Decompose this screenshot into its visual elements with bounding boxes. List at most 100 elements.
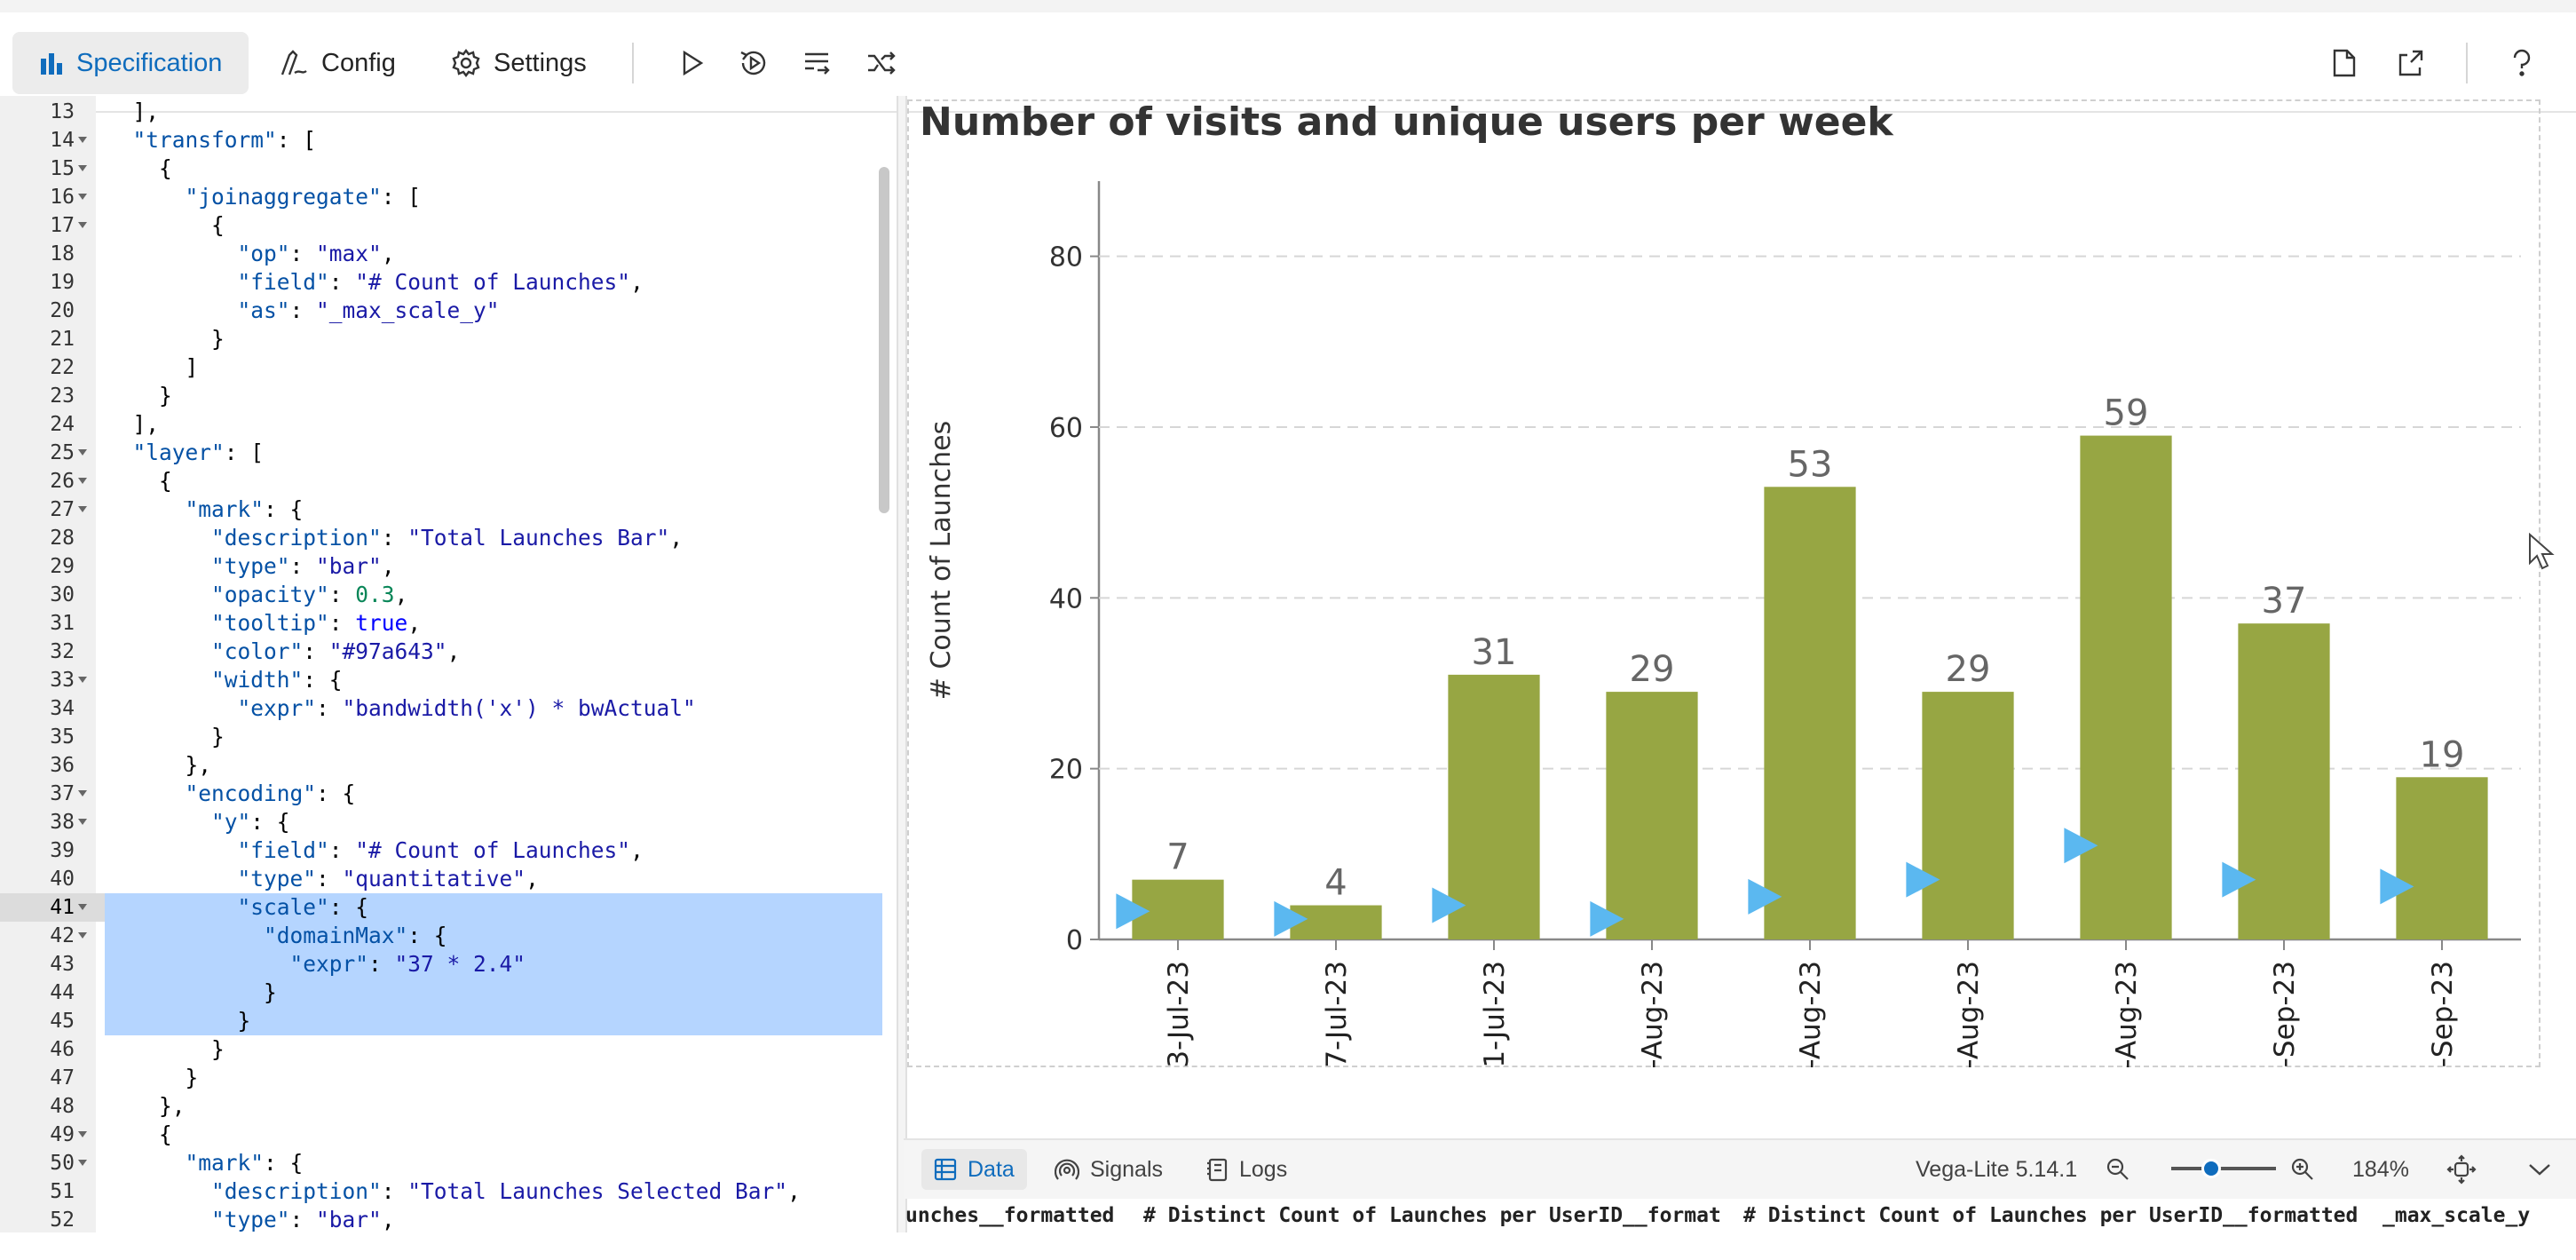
code-line[interactable]: 47 } [0,1064,897,1092]
code-line[interactable]: 33 "width": { [0,666,897,694]
zoom-in-button[interactable] [2290,1149,2315,1190]
code-line[interactable]: 39 "field": "# Count of Launches", [0,836,897,865]
tab-specification[interactable]: Specification [12,32,249,94]
code-line[interactable]: 29 "type": "bar", [0,552,897,581]
tab-signals[interactable]: Signals [1042,1149,1175,1190]
code-line[interactable]: 49 { [0,1121,897,1149]
code-line[interactable]: 46 } [0,1035,897,1064]
pane-splitter[interactable] [897,96,907,1232]
triangle-marker[interactable] [1274,900,1308,937]
fold-caret-icon[interactable] [78,790,87,796]
code-line[interactable]: 43 "expr": "37 * 2.4" [0,950,897,979]
tab-settings[interactable]: Settings [451,32,587,94]
triangle-marker[interactable] [1590,900,1624,937]
code-line[interactable]: 23 } [0,382,897,410]
zoom-slider-track[interactable] [2171,1167,2276,1170]
bar[interactable] [1132,879,1224,939]
bar-chart[interactable]: 0 20 40 60 80 # Count of Launches 7 03-Jul-23 4 1… [907,99,2540,1067]
bar[interactable] [2238,623,2330,939]
code-line[interactable]: 22 ] [0,353,897,382]
code-editor[interactable]: 13 ], 14 "transform": [15 {16 "joinaggreg… [0,96,897,1232]
code-line[interactable]: 27 "mark": { [0,495,897,524]
tab-config[interactable]: Config [279,32,396,94]
fold-caret-icon[interactable] [78,449,87,456]
code-line[interactable]: 18 "op": "max", [0,240,897,268]
code-line[interactable]: 52 "type": "bar", [0,1206,897,1232]
code-line[interactable]: 25 "layer": [ [0,439,897,467]
code-line[interactable]: 31 "tooltip": true, [0,609,897,638]
new-file-button[interactable] [2320,39,2368,87]
bar[interactable] [1764,487,1856,939]
code-line[interactable]: 20 "as": "_max_scale_y" [0,297,897,325]
code-line[interactable]: 24 ], [0,410,897,439]
fold-caret-icon[interactable] [78,904,87,910]
triangle-marker[interactable] [1748,878,1782,915]
zoom-slider-thumb[interactable] [2201,1159,2221,1178]
run-button[interactable] [668,39,715,87]
code-line[interactable]: 21 } [0,325,897,353]
fold-caret-icon[interactable] [78,165,87,171]
triangle-marker[interactable] [2222,861,2256,898]
code-line[interactable]: 34 "expr": "bandwidth('x') * bwActual" [0,694,897,723]
code-line[interactable]: 13 ], [0,98,897,126]
code-line[interactable]: 36 }, [0,751,897,780]
code-line[interactable]: 50 "mark": { [0,1149,897,1177]
code-line[interactable]: 40 "type": "quantitative", [0,865,897,893]
format-button[interactable] [794,39,842,87]
y-tick-label: 0 [1066,925,1083,956]
fold-caret-icon[interactable] [78,222,87,228]
triangle-marker[interactable] [2380,868,2414,905]
triangle-marker[interactable] [1906,861,1940,898]
code-line[interactable]: 42 "domainMax": { [0,922,897,950]
shuffle-button[interactable] [857,39,905,87]
fold-caret-icon[interactable] [78,1131,87,1137]
code-line[interactable]: 16 "joinaggregate": [ [0,183,897,211]
collapse-panel-button[interactable] [2528,1149,2551,1190]
fold-caret-icon[interactable] [78,932,87,939]
code-line[interactable]: 32 "color": "#97a643", [0,638,897,666]
bar[interactable] [1922,692,2014,939]
bar[interactable] [1290,905,1382,939]
code-line[interactable]: 30 "opacity": 0.3, [0,581,897,609]
code-line[interactable]: 28 "description": "Total Launches Bar", [0,524,897,552]
code-line[interactable]: 19 "field": "# Count of Launches", [0,268,897,297]
code-line[interactable]: 14 "transform": [ [0,126,897,155]
code-line[interactable]: 45 } [0,1007,897,1035]
fold-caret-icon[interactable] [78,677,87,683]
help-button[interactable] [2498,39,2546,87]
fit-to-view-button[interactable] [2446,1149,2477,1190]
fold-caret-icon[interactable] [78,137,87,143]
editor-scrollbar[interactable] [879,167,889,513]
bar[interactable] [1448,674,1540,939]
column-header[interactable]: # Distinct Count of Launches per UserID_… [1143,1204,1721,1227]
code-line[interactable]: 26 { [0,467,897,495]
column-header[interactable]: _max_scale_y [2382,1204,2531,1227]
bar[interactable] [2080,435,2172,939]
code-line[interactable]: 44 } [0,979,897,1007]
code-line[interactable]: 38 "y": { [0,808,897,836]
triangle-marker[interactable] [1116,893,1150,930]
tab-logs[interactable]: Logs [1193,1149,1300,1190]
fold-caret-icon[interactable] [78,478,87,484]
code-line[interactable]: 15 { [0,155,897,183]
zoom-out-button[interactable] [2106,1149,2130,1190]
auto-run-button[interactable] [730,39,778,87]
code-line[interactable]: 35 } [0,723,897,751]
share-button[interactable] [2386,39,2434,87]
bar[interactable] [1606,692,1698,939]
fold-caret-icon[interactable] [78,506,87,512]
code-line[interactable]: 48 }, [0,1092,897,1121]
fold-caret-icon[interactable] [78,194,87,200]
code-line[interactable]: 17 { [0,211,897,240]
tab-data[interactable]: Data [921,1149,1027,1190]
fold-caret-icon[interactable] [78,1160,87,1166]
code-line[interactable]: 41 "scale": { [0,893,897,922]
triangle-marker[interactable] [1432,887,1466,923]
code-line[interactable]: 51 "description": "Total Launches Select… [0,1177,897,1206]
column-header[interactable]: # Distinct Count of Launches per UserID_… [1743,1204,2359,1227]
triangle-marker[interactable] [2064,828,2098,864]
fold-caret-icon[interactable] [78,819,87,825]
column-header[interactable]: unches__formatted [905,1204,1115,1227]
code-line[interactable]: 37 "encoding": { [0,780,897,808]
bar[interactable] [2396,777,2488,939]
